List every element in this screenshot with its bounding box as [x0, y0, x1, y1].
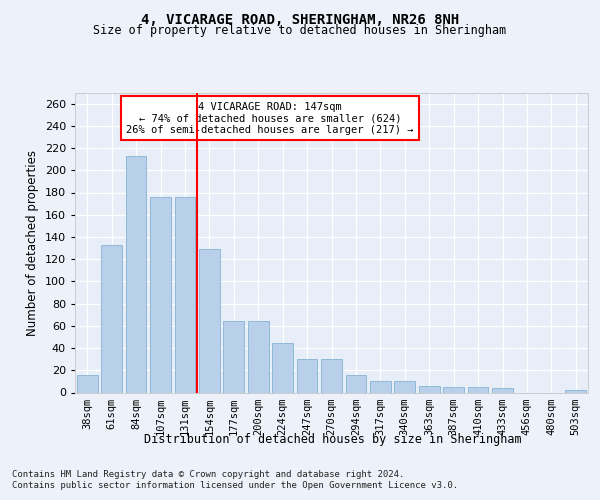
Bar [223, 322, 244, 392]
Bar [370, 382, 391, 392]
Bar [175, 197, 196, 392]
Bar [321, 359, 342, 392]
Bar [296, 359, 317, 392]
Bar [125, 156, 146, 392]
Bar [565, 390, 586, 392]
Bar [150, 197, 171, 392]
Bar [199, 249, 220, 392]
Text: Distribution of detached houses by size in Sheringham: Distribution of detached houses by size … [144, 432, 522, 446]
Bar [346, 374, 367, 392]
Text: Contains HM Land Registry data © Crown copyright and database right 2024.: Contains HM Land Registry data © Crown c… [12, 470, 404, 479]
Bar [492, 388, 513, 392]
Y-axis label: Number of detached properties: Number of detached properties [26, 150, 39, 336]
Bar [443, 387, 464, 392]
Text: 4 VICARAGE ROAD: 147sqm
← 74% of detached houses are smaller (624)
26% of semi-d: 4 VICARAGE ROAD: 147sqm ← 74% of detache… [126, 102, 413, 134]
Bar [272, 342, 293, 392]
Bar [394, 382, 415, 392]
Text: Contains public sector information licensed under the Open Government Licence v3: Contains public sector information licen… [12, 481, 458, 490]
Bar [419, 386, 440, 392]
Text: Size of property relative to detached houses in Sheringham: Size of property relative to detached ho… [94, 24, 506, 37]
Text: 4, VICARAGE ROAD, SHERINGHAM, NR26 8NH: 4, VICARAGE ROAD, SHERINGHAM, NR26 8NH [141, 12, 459, 26]
Bar [77, 374, 98, 392]
Bar [101, 244, 122, 392]
Bar [467, 387, 488, 392]
Bar [248, 322, 269, 392]
